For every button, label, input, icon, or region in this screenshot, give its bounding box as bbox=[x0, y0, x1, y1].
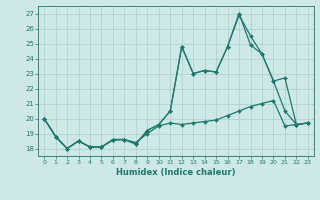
X-axis label: Humidex (Indice chaleur): Humidex (Indice chaleur) bbox=[116, 168, 236, 177]
